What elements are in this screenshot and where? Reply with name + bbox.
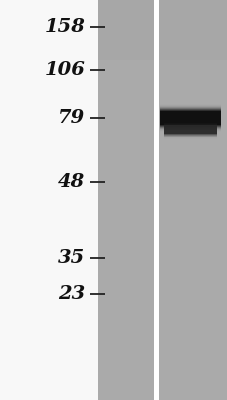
Bar xyxy=(158,0,227,400)
Bar xyxy=(159,112,220,124)
Bar xyxy=(159,106,220,130)
Bar xyxy=(163,125,216,135)
Bar xyxy=(163,126,216,134)
Bar xyxy=(159,110,220,126)
Text: 48: 48 xyxy=(58,173,85,191)
Bar xyxy=(98,0,153,400)
Bar xyxy=(163,122,216,138)
Bar xyxy=(153,0,158,400)
Text: 79: 79 xyxy=(58,109,85,127)
Bar xyxy=(158,0,227,60)
Text: 23: 23 xyxy=(58,285,85,303)
Bar xyxy=(159,105,220,131)
Bar xyxy=(0,0,98,400)
Bar xyxy=(163,121,216,139)
Bar xyxy=(163,123,216,137)
Bar xyxy=(159,108,220,128)
Text: 158: 158 xyxy=(44,18,85,36)
Bar xyxy=(163,124,216,136)
Bar xyxy=(159,104,220,132)
Text: 106: 106 xyxy=(44,61,85,79)
Bar xyxy=(159,112,220,124)
Bar xyxy=(98,0,153,60)
Text: 35: 35 xyxy=(58,249,85,267)
Bar xyxy=(163,122,216,138)
Bar xyxy=(163,126,216,134)
Bar xyxy=(159,110,220,126)
Bar xyxy=(159,107,220,129)
Bar xyxy=(159,109,220,127)
